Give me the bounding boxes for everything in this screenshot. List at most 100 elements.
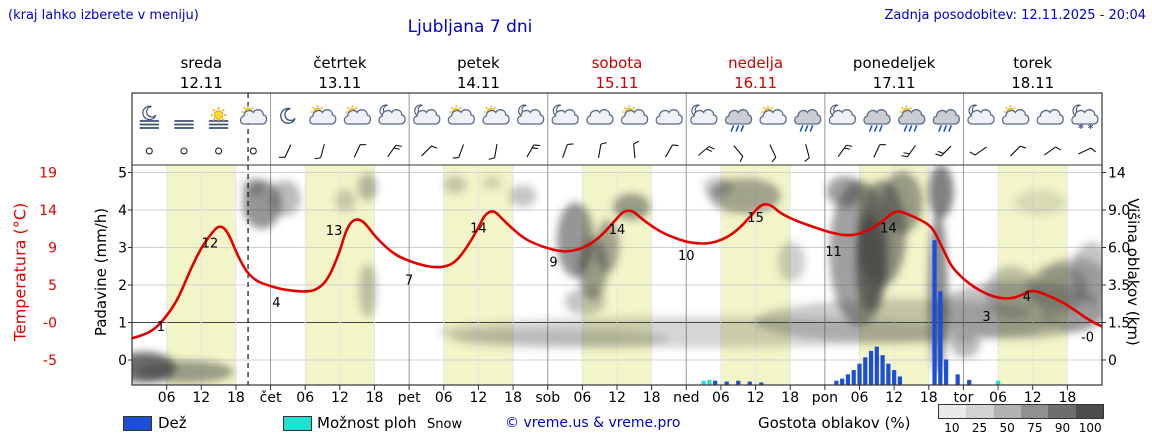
svg-text:06: 06: [296, 390, 314, 406]
temperature-curve: [132, 203, 1102, 340]
weather-icon-cloud-rain: [932, 109, 960, 132]
svg-text:0: 0: [1108, 353, 1117, 369]
svg-text:06: 06: [573, 390, 591, 406]
weather-icon-sun-cloud: [239, 105, 268, 125]
location-hint: (kraj lahko izberete v meniju): [8, 8, 199, 23]
svg-text:14: 14: [470, 221, 487, 236]
svg-text:12: 12: [192, 390, 210, 406]
svg-text:18: 18: [1058, 390, 1076, 406]
svg-text:1: 1: [118, 316, 127, 332]
day-date: 18.11: [1011, 74, 1054, 92]
rain-legend-label: Dež: [158, 414, 187, 432]
wind-calm-icon: [145, 147, 153, 155]
svg-text:tor: tor: [954, 390, 974, 406]
last-updated: Zadnja posodobitev: 12.11.2025 - 20:04: [884, 8, 1146, 23]
weather-icon-moon-cloud-snow: * *: [1071, 104, 1099, 135]
temperature-axis-title: Temperatura (°C): [10, 202, 30, 342]
day-name: sobota: [592, 54, 643, 72]
wind-barb-icon: [837, 144, 853, 158]
svg-text:9: 9: [48, 241, 57, 257]
copyright-text: © vreme.us & vreme.pro: [505, 415, 681, 431]
weather-icon-moon-cloud: [378, 104, 406, 125]
weather-icon-moon-cloud: [690, 104, 718, 125]
density-segment: [966, 405, 994, 418]
wind-calm-icon: [180, 147, 188, 155]
svg-text:14: 14: [1108, 166, 1126, 182]
svg-text:18: 18: [227, 390, 245, 406]
wind-barb-icon: [733, 145, 744, 163]
weather-icon-cloud-rain: [724, 109, 753, 132]
wind-barb-icon: [901, 144, 916, 158]
weather-icon-moon-fog: [139, 105, 160, 129]
svg-text:ned: ned: [673, 390, 699, 406]
day-date: 14.11: [457, 74, 500, 92]
rain-legend-swatch: [123, 416, 152, 431]
wind-calm-icon: [215, 147, 223, 155]
svg-text:15: 15: [747, 211, 764, 226]
day-name: petek: [457, 54, 500, 72]
cloud-height-axis-title: Višina oblakov (km): [1124, 198, 1142, 346]
density-tick-label: 75: [1027, 421, 1043, 435]
weather-icon-cloud: [586, 109, 614, 125]
svg-text:-0: -0: [43, 316, 57, 332]
wind-barb-icon: [1043, 146, 1062, 156]
day-name: četrtek: [313, 54, 367, 72]
svg-text:11: 11: [825, 245, 842, 260]
density-segment: [939, 405, 967, 418]
weather-icon-moon-cloud: [828, 104, 857, 125]
weather-icon-cloud-rain: [794, 109, 822, 132]
wind-barb-icon: [804, 144, 810, 163]
svg-text:18: 18: [920, 390, 938, 406]
cloud-density-scale-ticks: 10 25 50 75 90 100: [938, 421, 1104, 435]
day-date: 15.11: [596, 74, 639, 92]
cloud-density-scale: [938, 404, 1104, 419]
snow-legend-label: Snow: [427, 417, 463, 432]
svg-text:12: 12: [747, 390, 765, 406]
svg-text:06: 06: [158, 390, 176, 406]
density-tick-label: 50: [999, 421, 1015, 435]
wind-barb-icon: [421, 145, 438, 157]
svg-text:5: 5: [118, 166, 127, 182]
svg-text:7: 7: [405, 274, 413, 289]
wind-barb-icon: [633, 140, 640, 159]
svg-text:1: 1: [157, 320, 165, 335]
density-segment: [1048, 405, 1076, 418]
shower-legend-label: Možnost ploh: [317, 414, 417, 432]
svg-text:12: 12: [202, 237, 219, 252]
weather-icon-cloud-rain: [863, 109, 891, 132]
day-name: nedelja: [728, 54, 783, 72]
day-name: torek: [1013, 54, 1052, 72]
svg-text:12: 12: [885, 390, 903, 406]
weather-icon-moon: [280, 107, 296, 124]
svg-text:14: 14: [609, 223, 626, 238]
svg-text:6.0: 6.0: [1108, 241, 1130, 257]
precipitation-bars: [701, 240, 1001, 385]
x-axis-labels: 06 12 18 čet 06 12 18 pet 06 12 18 sob 06 12 18 ned 06 12…: [158, 385, 1076, 406]
svg-text:14: 14: [39, 203, 57, 219]
wind-barb-icon: [597, 142, 607, 158]
weather-icon-cloud-sun: [447, 105, 475, 125]
svg-text:06: 06: [712, 390, 730, 406]
wind-barb-icon: [1078, 147, 1096, 155]
svg-text:2: 2: [118, 278, 127, 294]
wind-barb-icon: [1010, 145, 1027, 157]
weather-icon-fog: [174, 120, 194, 129]
density-segment: [1020, 405, 1049, 418]
day-headers: sreda 12.11 četrtek 13.11 petek 14.11 sobota 15…: [180, 54, 1054, 92]
day-date: 17.11: [873, 74, 916, 92]
svg-text:12: 12: [470, 390, 488, 406]
weather-icon-sun-fog: [208, 107, 229, 129]
density-segment: [993, 405, 1021, 418]
weather-icons-row: * *: [139, 104, 1099, 135]
precip-axis-ticks: 5 4 3 2 1 0: [118, 166, 127, 370]
wind-barb-icon: [562, 143, 574, 158]
svg-text:sob: sob: [535, 390, 560, 406]
cloud-density-legend-label: Gostota oblakov (%): [758, 414, 911, 432]
svg-text:06: 06: [851, 390, 869, 406]
weather-icon-sun-cloud-rain: [898, 105, 926, 132]
svg-text:3.5: 3.5: [1108, 278, 1130, 294]
svg-text:19: 19: [39, 166, 57, 182]
weather-icon-cloud: [655, 109, 683, 125]
density-tick-label: 25: [971, 421, 988, 435]
